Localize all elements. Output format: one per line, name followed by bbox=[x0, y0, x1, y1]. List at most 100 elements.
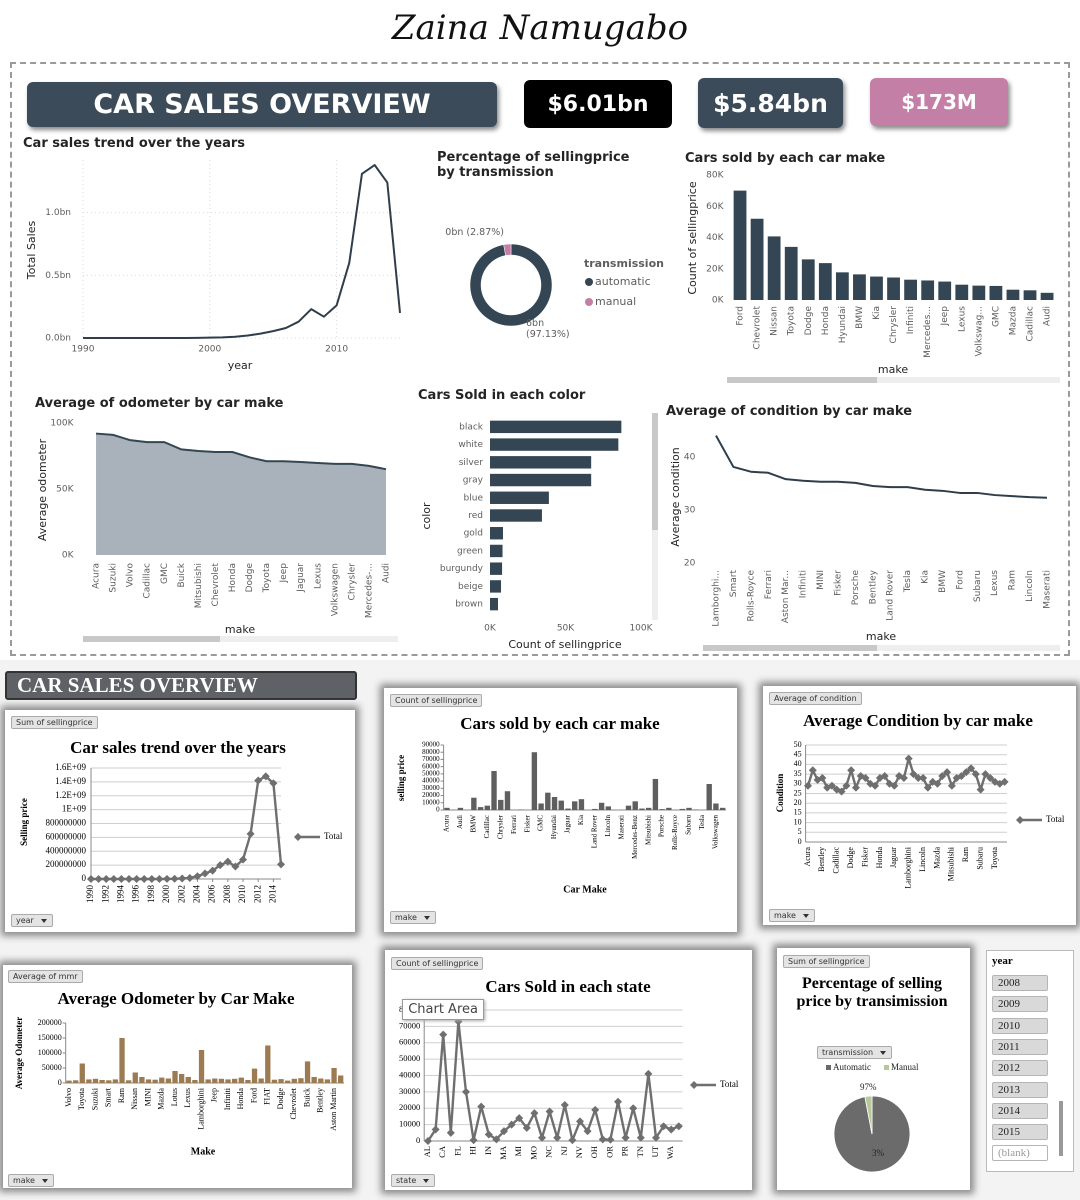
x-tick-label: 1992 bbox=[100, 885, 110, 903]
bar bbox=[99, 1080, 105, 1083]
x-tick-label: Buick bbox=[302, 1088, 311, 1107]
bar bbox=[212, 1078, 218, 1083]
slicer-item[interactable]: (blank) bbox=[992, 1145, 1048, 1162]
slicer-item[interactable]: 2012 bbox=[992, 1060, 1048, 1077]
area bbox=[96, 433, 386, 555]
slicer[interactable]: year 2008 2009 2010 2011 2012 2013 2014 2015 (bl… bbox=[986, 950, 1074, 1172]
slicer-item[interactable]: 2015 bbox=[992, 1124, 1048, 1141]
field-button: Sum of sellingprice bbox=[783, 955, 870, 968]
filter-button[interactable]: make bbox=[769, 909, 815, 922]
x-tick-label: 1996 bbox=[131, 885, 141, 904]
kpi: $5.84bn bbox=[698, 78, 843, 128]
line bbox=[87, 772, 285, 883]
legend-label: Automatic bbox=[833, 1062, 871, 1072]
y-tick-label: 80000 bbox=[422, 748, 440, 756]
x-tick-label: Mitsubishi bbox=[947, 846, 956, 881]
y-tick-label: blue bbox=[464, 493, 484, 503]
filter-button[interactable]: make bbox=[390, 911, 436, 924]
chart-title: Average of odometer by car make bbox=[35, 396, 284, 411]
y-tick-label: 60000 bbox=[422, 762, 440, 770]
x-tick-label: Tesla bbox=[903, 570, 913, 593]
x-tick-label: Bentley bbox=[868, 569, 878, 604]
x-tick-label: PR bbox=[620, 1146, 630, 1157]
x-tick-label: Aston Martin bbox=[329, 1088, 338, 1131]
slicer-item[interactable]: 2010 bbox=[992, 1017, 1048, 1034]
y-tick-label: red bbox=[468, 511, 483, 521]
filter-button[interactable]: make bbox=[8, 1174, 54, 1187]
bar bbox=[251, 1068, 258, 1083]
slicer-item[interactable]: 2009 bbox=[992, 996, 1048, 1013]
x-tick-label: BMW bbox=[855, 306, 865, 329]
bar bbox=[490, 580, 502, 593]
bar bbox=[318, 1078, 324, 1083]
line bbox=[715, 435, 1048, 499]
x-tick-label: WA bbox=[665, 1145, 675, 1159]
bar bbox=[733, 190, 747, 300]
y-axis-label: Average condition bbox=[669, 447, 682, 547]
x-tick-label: MI bbox=[513, 1146, 523, 1157]
x-tick-label: Dodge bbox=[276, 1088, 285, 1110]
y-tick-label: 1E+09 bbox=[62, 804, 87, 814]
x-tick-label: Fisker bbox=[860, 847, 869, 867]
x-tick-label: Volvo bbox=[64, 1088, 73, 1107]
x-tick-label: HI bbox=[468, 1146, 478, 1155]
x-tick-label: Mazda bbox=[932, 847, 941, 869]
x-tick-label: Subaru bbox=[973, 570, 983, 602]
y-tick-label: 10 bbox=[794, 817, 802, 826]
bar bbox=[572, 801, 578, 810]
bar bbox=[938, 281, 952, 300]
bar bbox=[551, 797, 558, 810]
y-tick-label: 40000 bbox=[422, 777, 440, 785]
x-tick-label: UT bbox=[650, 1145, 660, 1157]
kpi: $6.01bn bbox=[524, 80, 672, 128]
chart-title: Car sales trend over the years bbox=[70, 738, 286, 757]
slicer-item[interactable]: 2013 bbox=[992, 1081, 1048, 1098]
y-tick-label: gray bbox=[463, 476, 484, 486]
filter-button[interactable]: transmission bbox=[817, 1046, 893, 1059]
x-tick-label: Bentley bbox=[316, 1088, 325, 1113]
scrollbar[interactable] bbox=[727, 377, 1060, 383]
bar bbox=[165, 1078, 172, 1083]
x-tick-label: 2014 bbox=[267, 885, 277, 904]
bar bbox=[265, 1045, 271, 1083]
bar bbox=[921, 280, 935, 300]
y-axis-label: Average odometer bbox=[36, 438, 49, 541]
slicer-item[interactable]: 2008 bbox=[992, 975, 1048, 991]
x-tick-label: AL bbox=[422, 1146, 432, 1157]
x-tick-label: Dodge bbox=[245, 563, 255, 593]
slicer-item[interactable]: 2014 bbox=[992, 1102, 1048, 1119]
scrollbar[interactable] bbox=[1059, 1101, 1063, 1156]
y-axis-label: Condition bbox=[775, 774, 785, 813]
slicer-item[interactable]: 2011 bbox=[992, 1038, 1048, 1055]
legend-label: Total bbox=[720, 1079, 739, 1089]
x-tick-label: Jeep bbox=[279, 563, 289, 584]
panel bbox=[763, 686, 1076, 925]
x-tick-label: MA bbox=[498, 1145, 508, 1160]
y-tick-label: gold bbox=[464, 529, 483, 539]
x-tick-label: Subaru bbox=[975, 847, 984, 870]
y-tick-label: 15 bbox=[794, 808, 802, 817]
x-tick-label: 2000 bbox=[161, 885, 171, 904]
x-tick-label: Jaguar bbox=[564, 814, 572, 833]
bar bbox=[490, 527, 503, 540]
bar bbox=[750, 218, 764, 300]
x-tick-label: Subaru bbox=[685, 815, 693, 835]
y-tick-label: 50 bbox=[794, 740, 802, 749]
y-tick-label: 0.5bn bbox=[45, 271, 71, 281]
y-tick-label: 30000 bbox=[422, 784, 440, 792]
x-tick-label: Chrysler bbox=[889, 306, 899, 344]
scrollbar[interactable] bbox=[703, 645, 1060, 651]
filter-button[interactable]: year bbox=[11, 914, 53, 927]
bar bbox=[666, 807, 672, 810]
scrollbar[interactable] bbox=[83, 636, 398, 642]
x-tick-label: Mazda bbox=[1008, 306, 1018, 335]
x-tick-label: Honda bbox=[236, 1088, 245, 1110]
x-tick-label: Jaguar bbox=[889, 847, 898, 868]
filter-button[interactable]: state bbox=[391, 1174, 436, 1187]
bar bbox=[119, 1038, 125, 1083]
legend-swatch bbox=[585, 278, 593, 286]
x-tick-label: Chrysler bbox=[347, 563, 357, 601]
x-tick-label: Volkswagen bbox=[330, 563, 340, 616]
scrollbar[interactable] bbox=[652, 413, 658, 620]
bar bbox=[645, 807, 652, 810]
